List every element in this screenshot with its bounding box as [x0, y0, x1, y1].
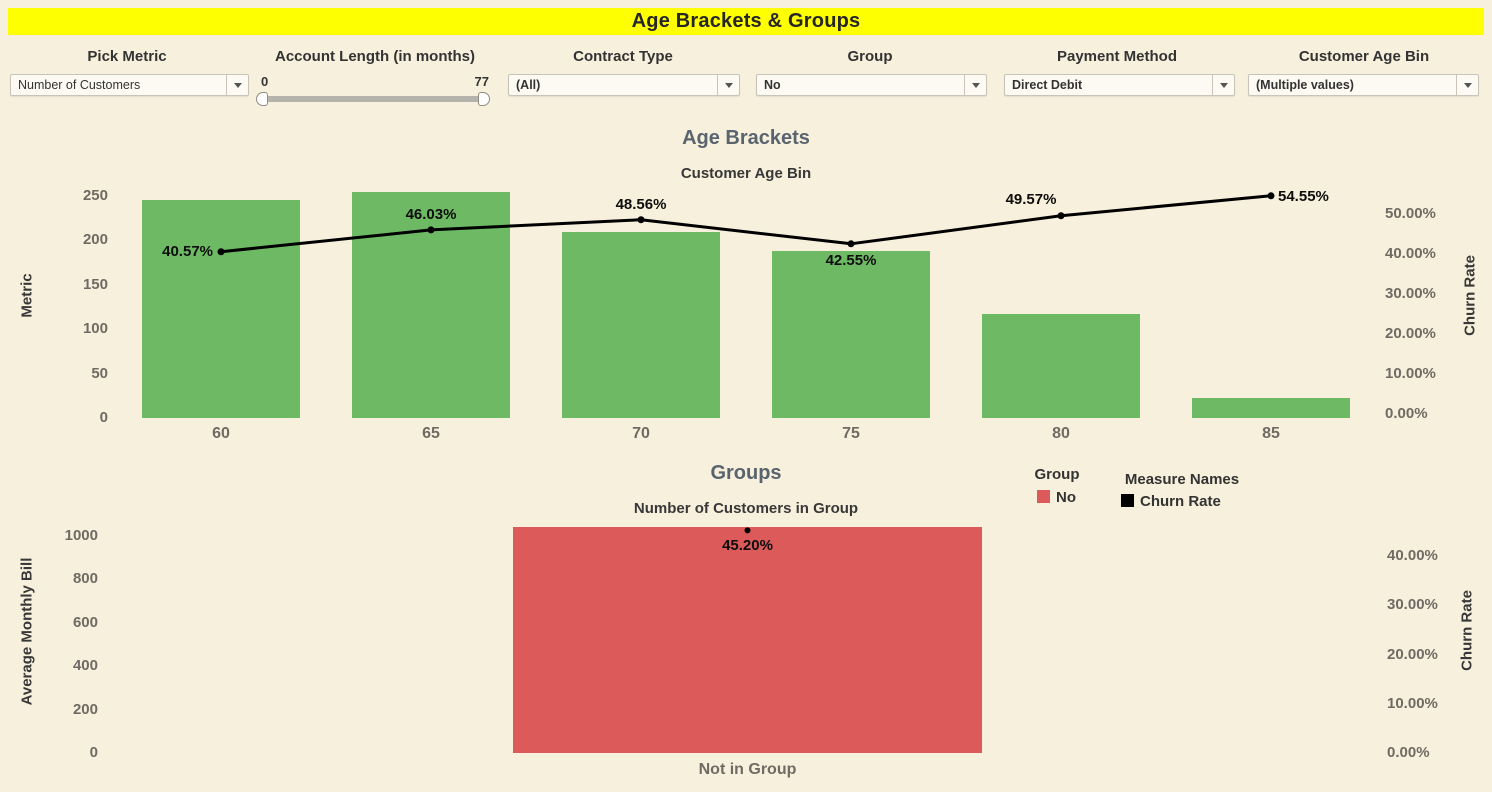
- churn-point-80[interactable]: [1057, 212, 1065, 220]
- y-axis-tick: 150: [82, 275, 108, 293]
- churn-point-70[interactable]: [637, 216, 645, 224]
- y-axis-tick: 20.00%: [1387, 645, 1438, 663]
- filter-label-customer-age-bin: Customer Age Bin: [1298, 48, 1430, 65]
- metric-axis-title: Metric: [18, 273, 36, 318]
- y-axis-tick: 50.00%: [1385, 205, 1436, 222]
- measure-names-legend-title: Measure Names: [1124, 471, 1240, 488]
- churn-rate-swatch-icon: [1121, 494, 1134, 507]
- y-axis-tick: 800: [72, 570, 98, 588]
- y-axis-tick: 1000: [64, 527, 98, 544]
- groups-subtitle: Number of Customers in Group: [633, 500, 859, 517]
- age-brackets-title: Age Brackets: [682, 127, 810, 149]
- filter-payment-method-value: Direct Debit: [1012, 78, 1083, 92]
- filter-pick-metric-dropdown[interactable]: Number of Customers: [10, 74, 249, 96]
- filter-label-contract-type: Contract Type: [573, 48, 673, 65]
- y-axis-tick: 200: [82, 231, 108, 249]
- x-axis-label-85: 85: [1262, 425, 1280, 442]
- y-axis-tick: 0: [99, 409, 108, 426]
- y-axis-tick: 0.00%: [1385, 405, 1428, 422]
- chevron-down-icon: [972, 83, 980, 88]
- churn-value-label-60: 40.57%: [162, 242, 213, 260]
- filter-group-dropdown[interactable]: No: [756, 74, 987, 96]
- x-axis-label-75: 75: [842, 425, 860, 442]
- group-no-swatch-icon: [1037, 490, 1050, 503]
- filter-label-payment-method: Payment Method: [1056, 48, 1177, 65]
- filter-group-dropdown-arrow[interactable]: [964, 75, 986, 95]
- chevron-down-icon: [725, 83, 733, 88]
- y-axis-tick: 20.00%: [1385, 325, 1436, 342]
- filter-customer-age-bin-dropdown-arrow[interactable]: [1456, 75, 1478, 95]
- slider-max-label: 77: [474, 74, 489, 89]
- x-axis-label-70: 70: [632, 425, 650, 442]
- filter-label-pick-metric: Pick Metric: [87, 48, 167, 65]
- filter-label-account-length-in-months: Account Length (in months): [275, 48, 475, 65]
- y-axis-tick: 400: [72, 657, 98, 675]
- filter-payment-method-dropdown-arrow[interactable]: [1212, 75, 1234, 95]
- group-no-label: No: [1056, 489, 1076, 506]
- filter-pick-metric-value: Number of Customers: [18, 78, 141, 92]
- account-length-slider-handle-max[interactable]: [478, 92, 490, 106]
- age-brackets-subtitle: Customer Age Bin: [680, 165, 812, 182]
- bar-85[interactable]: [1192, 398, 1350, 418]
- churn-value-label-75: 42.55%: [825, 251, 877, 269]
- churn-value-label-85: 54.55%: [1278, 187, 1329, 205]
- churn-point-75[interactable]: [847, 240, 855, 248]
- filter-pick-metric-dropdown-arrow[interactable]: [226, 75, 248, 95]
- y-axis-tick: 250: [82, 187, 108, 204]
- account-length-slider-track[interactable]: [261, 96, 490, 102]
- legend-item-no[interactable]: No: [1037, 489, 1107, 506]
- filter-group-value: No: [764, 78, 781, 92]
- churn-value-label-80: 49.57%: [1005, 190, 1057, 208]
- y-axis-tick: 50: [91, 364, 108, 382]
- y-axis-tick: 30.00%: [1385, 285, 1436, 302]
- y-axis-tick: 600: [72, 613, 98, 631]
- churn-rate-label: Churn Rate: [1140, 493, 1221, 510]
- chevron-down-icon: [1464, 83, 1472, 88]
- bar-not-in-group[interactable]: [513, 527, 982, 753]
- dashboard-title: Age Brackets & Groups: [631, 10, 861, 32]
- slider-min-label: 0: [261, 74, 269, 89]
- bar-70[interactable]: [562, 232, 720, 418]
- y-axis-tick: 0: [89, 744, 98, 761]
- y-axis-tick: 40.00%: [1387, 547, 1438, 564]
- x-axis-label-not-in-group: Not in Group: [698, 761, 797, 778]
- bar-75[interactable]: [772, 251, 930, 418]
- chevron-down-icon: [1220, 83, 1228, 88]
- account-length-slider-handle-min[interactable]: [256, 92, 268, 106]
- filter-contract-type-dropdown[interactable]: (All): [508, 74, 740, 96]
- chevron-down-icon: [234, 83, 242, 88]
- filter-customer-age-bin-dropdown[interactable]: (Multiple values): [1248, 74, 1479, 96]
- filter-contract-type-dropdown-arrow[interactable]: [717, 75, 739, 95]
- y-axis-tick: 30.00%: [1387, 596, 1438, 614]
- y-axis-tick: 10.00%: [1387, 694, 1438, 712]
- churn-value-label-65: 46.03%: [405, 205, 457, 223]
- x-axis-label-60: 60: [212, 425, 230, 442]
- legend-item-churn-rate[interactable]: Churn Rate: [1121, 493, 1241, 510]
- y-axis-tick: 100: [82, 320, 108, 338]
- bar-80[interactable]: [982, 314, 1140, 418]
- groups-title: Groups: [710, 462, 782, 484]
- bar-60[interactable]: [142, 199, 300, 418]
- filter-customer-age-bin-value: (Multiple values): [1256, 78, 1354, 92]
- filter-contract-type-value: (All): [516, 78, 541, 92]
- y-axis-tick: 40.00%: [1385, 245, 1436, 262]
- churn-value-label-70: 48.56%: [615, 195, 667, 213]
- filter-payment-method-dropdown[interactable]: Direct Debit: [1004, 74, 1235, 96]
- filter-label-group: Group: [847, 48, 893, 65]
- churn-value-label-not-in-group: 45.20%: [722, 537, 773, 555]
- x-axis-label-80: 80: [1052, 425, 1070, 442]
- group-legend-title: Group: [1034, 466, 1080, 483]
- y-axis-tick: 0.00%: [1387, 744, 1430, 761]
- dashboard-title-banner: Age Brackets & Groups: [8, 8, 1484, 35]
- x-axis-label-65: 65: [422, 425, 440, 442]
- y-axis-tick: 200: [72, 700, 98, 718]
- bar-65[interactable]: [352, 192, 510, 418]
- y-axis-tick: 10.00%: [1385, 365, 1436, 382]
- churn-point-85[interactable]: [1267, 192, 1275, 200]
